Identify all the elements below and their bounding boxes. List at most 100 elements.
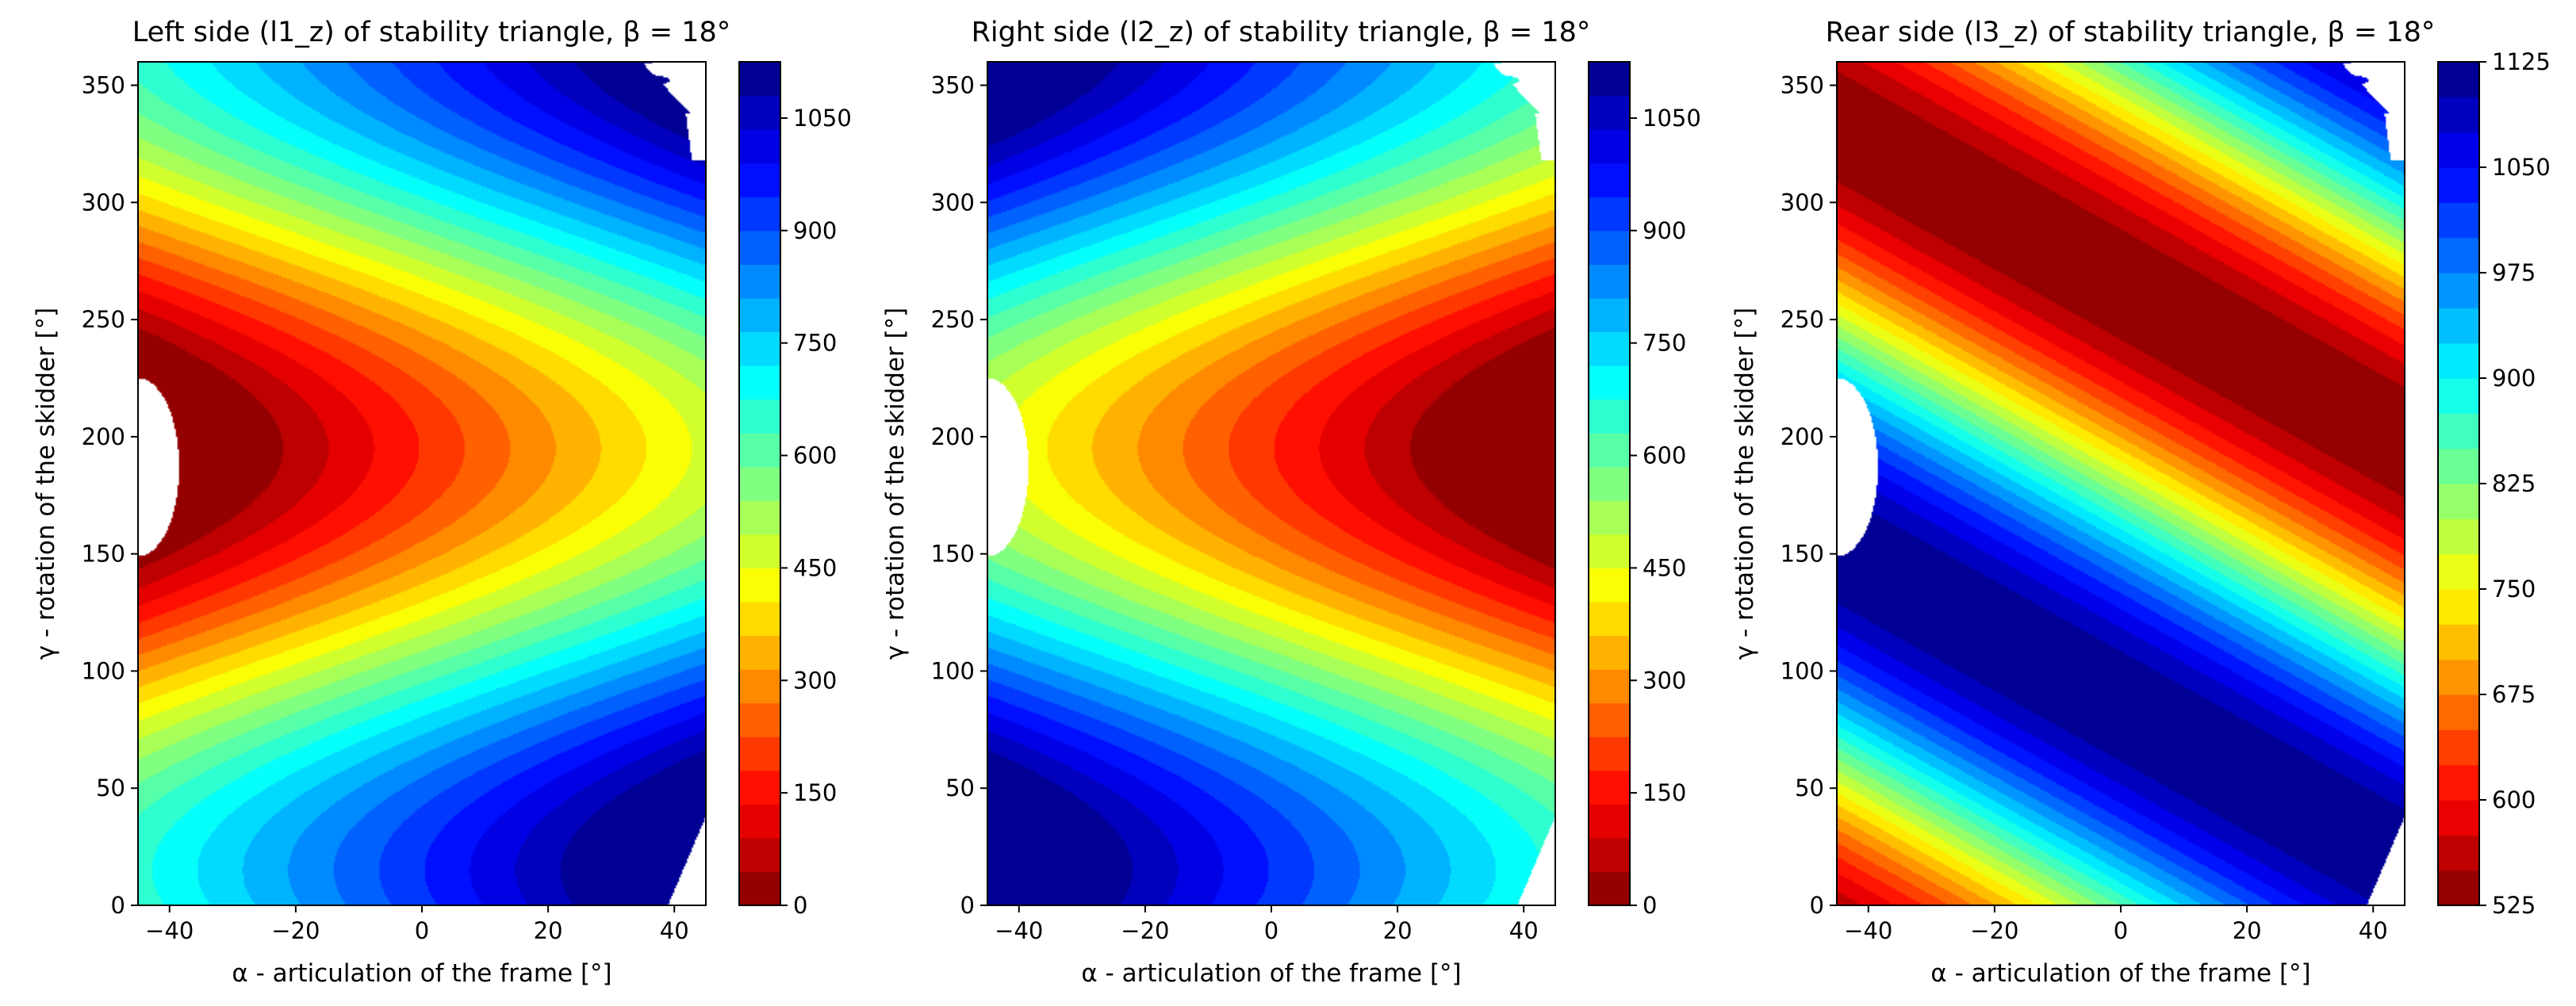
colorbar-level: [1589, 297, 1630, 333]
colorbar-level: [739, 770, 780, 805]
colorbar-level: [2438, 97, 2479, 133]
colorbar-tick-label: 300: [793, 667, 837, 694]
colorbar-tick-label: 825: [2492, 470, 2536, 497]
colorbar-level: [739, 230, 780, 265]
colorbar-tick-label: 150: [793, 779, 837, 806]
colorbar-level: [739, 871, 780, 906]
colorbar-level: [1589, 871, 1630, 906]
colorbar-level: [1589, 331, 1630, 366]
colorbar-level: [2438, 484, 2479, 519]
colorbar-level: [1589, 129, 1630, 164]
colorbar-level: [739, 466, 780, 501]
colorbar-level: [1589, 163, 1630, 197]
colorbar-level: [739, 804, 780, 839]
colorbar-tick-label: 750: [793, 330, 837, 357]
colorbar-l2: 0 150 300 450 600 750 900 1050: [1588, 61, 1701, 919]
colorbar-level: [1589, 736, 1630, 771]
colorbar-level: [739, 635, 780, 670]
colorbar-tick-label: 975: [2492, 259, 2536, 286]
x-tick-label: 20: [2233, 917, 2262, 944]
y-tick-label: 350: [931, 72, 975, 99]
heatmap-l2: [987, 62, 1555, 905]
colorbar-tick-label: 750: [2492, 576, 2536, 602]
heatmap-l1: [138, 62, 706, 905]
x-tick-label: 0: [415, 917, 429, 944]
colorbar-level: [2438, 308, 2479, 344]
colorbar-level: [739, 669, 780, 704]
y-tick-label: 50: [96, 775, 125, 801]
colorbar-level: [1589, 702, 1630, 737]
colorbar-level: [2438, 589, 2479, 625]
x-tick-label: 0: [1264, 917, 1278, 944]
colorbar-level: [2438, 553, 2479, 590]
colorbar-level: [739, 568, 780, 602]
colorbar-tick-label: 150: [1643, 779, 1686, 806]
y-tick-label: 150: [82, 541, 125, 568]
colorbar-level: [1589, 669, 1630, 704]
subplot-l1: −40 −20 0 20 40 0 50 100 150 200 250 300 350 Left sid…: [32, 17, 852, 988]
colorbar-frame: [1588, 61, 1631, 906]
colorbar-tick-label: 1125: [2492, 48, 2551, 75]
colorbar-level: [739, 702, 780, 737]
colorbar-level: [1589, 601, 1630, 637]
colorbar-level: [2438, 624, 2479, 660]
colorbar-tick-label: 0: [1643, 892, 1657, 919]
colorbar-level: [739, 129, 780, 164]
colorbar-level: [2438, 132, 2479, 168]
colorbar-level: [1589, 568, 1630, 602]
colorbar-level: [2438, 518, 2479, 555]
colorbar-level: [2438, 659, 2479, 695]
colorbar-tick-label: 300: [1643, 667, 1686, 694]
colorbar-level: [2438, 237, 2479, 273]
y-axis-label: γ - rotation of the skidder [°]: [32, 308, 60, 660]
y-tick-label: 200: [931, 423, 975, 450]
y-tick-label: 0: [111, 892, 125, 919]
y-tick-label: 200: [82, 423, 125, 450]
colorbar-tick-label: 450: [793, 554, 837, 581]
colorbar-tick-label: 600: [793, 442, 837, 469]
y-axis-label: γ - rotation of the skidder [°]: [881, 308, 910, 660]
x-tick-label: 40: [1509, 917, 1539, 944]
colorbar-level: [2438, 167, 2479, 203]
colorbar-tick-label: 600: [2492, 786, 2536, 813]
colorbar-tick-label: 0: [793, 892, 807, 919]
y-tick-label: 250: [82, 306, 125, 333]
colorbar-level: [2438, 378, 2479, 414]
colorbar-level: [739, 62, 780, 97]
colorbar-tick-label: 1050: [2492, 154, 2551, 181]
colorbar-level: [739, 331, 780, 366]
colorbar-level: [1589, 399, 1630, 434]
colorbar-tick-label: 1050: [793, 105, 852, 132]
colorbar-level: [1589, 500, 1630, 535]
colorbar-level: [2438, 729, 2479, 766]
colorbar-level: [739, 534, 780, 568]
y-tick-label: 350: [1781, 72, 1824, 99]
x-tick-label: −20: [271, 917, 320, 944]
colorbar-level: [2438, 273, 2479, 308]
y-tick-label: 300: [931, 189, 975, 216]
x-tick-label: 0: [2114, 917, 2128, 944]
heatmap-l3: [1837, 62, 2405, 905]
colorbar-level: [739, 500, 780, 535]
y-tick-label: 300: [82, 189, 125, 216]
colorbar-level: [1589, 197, 1630, 231]
x-tick-label: −40: [1844, 917, 1892, 944]
y-tick-label: 300: [1781, 189, 1824, 216]
colorbar-level: [1589, 770, 1630, 805]
colorbar-level: [739, 197, 780, 231]
x-tick-label: −20: [1121, 917, 1169, 944]
chart-title: Rear side (l3_z) of stability triangle, …: [1826, 17, 2436, 48]
colorbar-level: [1589, 95, 1630, 130]
colorbar-level: [1589, 837, 1630, 873]
colorbar-tick-label: 675: [2492, 681, 2536, 708]
y-tick-label: 350: [82, 72, 125, 99]
colorbar-tick-label: 900: [793, 217, 837, 244]
colorbar-level: [2438, 342, 2479, 379]
colorbar-level: [1589, 365, 1630, 400]
x-tick-label: 40: [660, 917, 689, 944]
colorbar-level: [1589, 534, 1630, 568]
subplot-l2: −40 −20 0 20 40 0 50 100 150 200 250 300 350 Right si…: [881, 17, 1701, 988]
colorbar-level: [739, 95, 780, 130]
colorbar-level: [2438, 800, 2479, 836]
